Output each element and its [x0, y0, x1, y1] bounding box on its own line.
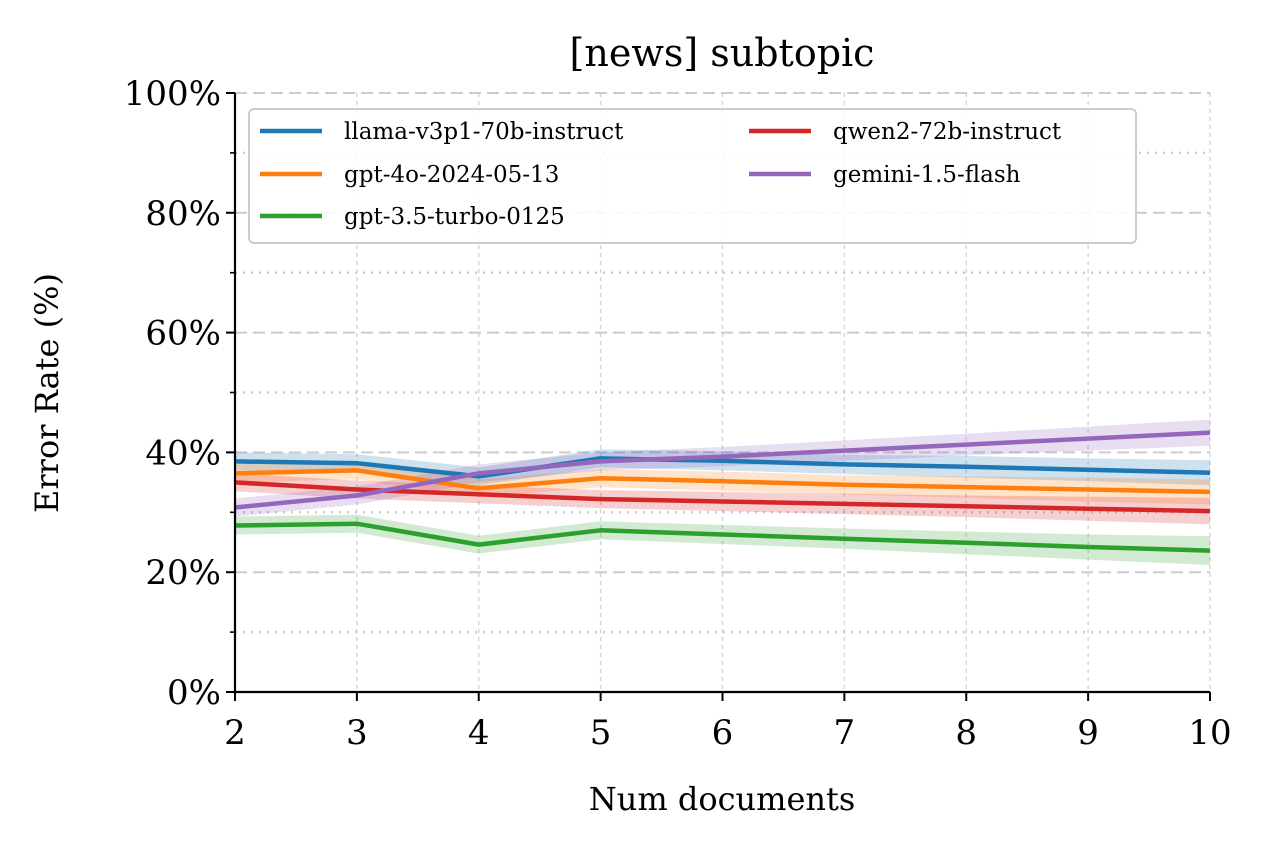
x-tick-label: 9 [1077, 713, 1099, 753]
legend-label: gpt-3.5-turbo-0125 [344, 204, 565, 230]
y-tick-label: 0% [167, 673, 221, 713]
series-line [234, 430, 1211, 510]
x-tick-label: 7 [834, 713, 856, 753]
confidence-band [235, 514, 1210, 565]
x-tick-label: 2 [224, 713, 246, 753]
y-tick-label: 80% [145, 194, 221, 234]
legend-label: gemini-1.5-flash [833, 162, 1021, 188]
legend-label: gpt-4o-2024-05-13 [344, 162, 559, 188]
y-axis-label: Error Rate (%) [28, 273, 66, 513]
series-line [234, 480, 1211, 514]
x-tick-label: 6 [712, 713, 734, 753]
series-line [234, 468, 1211, 495]
axes [226, 92, 1211, 701]
legend-label: qwen2-72b-instruct [833, 119, 1062, 145]
legend-label: llama-v3p1-70b-instruct [344, 119, 624, 145]
series-lines [234, 430, 1211, 553]
y-tick-label: 60% [145, 314, 221, 354]
x-tick-label: 8 [955, 713, 977, 753]
series-line [234, 521, 1211, 553]
x-tick-label: 5 [590, 713, 612, 753]
chart-title: [news] subtopic [570, 31, 875, 75]
x-tick-label: 4 [468, 713, 490, 753]
tick-labels: 0% 20% 40% 60% 80% 100% 2 3 4 5 6 7 8 9 10 [124, 74, 1232, 753]
y-tick-label: 40% [145, 433, 221, 473]
legend: llama-v3p1-70b-instruct gpt-4o-2024-05-13… [248, 108, 1137, 244]
legend-box [248, 108, 1137, 244]
x-axis-label: Num documents [589, 780, 856, 818]
y-tick-label: 100% [124, 74, 221, 114]
series-line [234, 456, 1211, 479]
y-tick-label: 20% [145, 553, 221, 593]
x-tick-label: 3 [346, 713, 368, 753]
x-tick-label: 10 [1188, 713, 1231, 753]
